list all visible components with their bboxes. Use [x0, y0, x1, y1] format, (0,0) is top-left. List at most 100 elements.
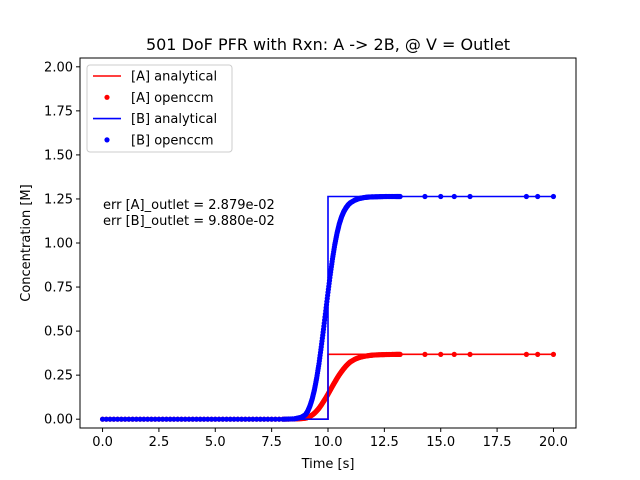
series-layer: [99, 193, 557, 422]
data-point: [186, 416, 192, 422]
data-point: [197, 416, 203, 422]
y-tick-label: 2.00: [44, 60, 73, 75]
y-tick-label: 0.00: [44, 413, 73, 428]
data-point: [523, 193, 530, 200]
x-tick-label: 10.0: [314, 435, 343, 450]
data-point: [114, 416, 121, 422]
x-tick-label: 12.5: [370, 435, 399, 450]
data-point: [422, 351, 428, 357]
data-point: [467, 351, 473, 357]
legend-item-a-analytical: [A] analytical: [93, 70, 217, 85]
x-axis-label: Time [s]: [301, 457, 355, 472]
data-point: [201, 416, 207, 422]
data-point: [397, 351, 403, 357]
series-b-openccm: [99, 193, 557, 422]
data-point: [111, 416, 117, 422]
legend: [A] analytical [A] openccm [B] analytical […: [86, 64, 233, 153]
x-axis: 0.0 2.5 5.0 7.5 10.0 12.5 15.0 17.5 20.0: [92, 428, 568, 450]
data-point: [216, 416, 222, 422]
x-tick-label: 17.5: [483, 435, 512, 450]
data-point: [182, 416, 188, 422]
data-point: [238, 416, 245, 422]
data-point: [205, 416, 211, 422]
data-point: [103, 416, 109, 422]
legend-box: [86, 64, 233, 153]
data-point: [152, 416, 158, 422]
x-tick-label: 5.0: [205, 435, 226, 450]
legend-item-a-openccm: [A] openccm: [104, 91, 214, 106]
data-point: [550, 193, 557, 200]
data-point: [257, 416, 263, 422]
data-point: [141, 416, 147, 422]
data-point: [227, 416, 233, 422]
data-point: [171, 416, 177, 422]
data-point: [438, 193, 444, 200]
data-point: [193, 416, 200, 422]
legend-label: [A] analytical: [131, 70, 217, 85]
data-point: [163, 416, 170, 422]
data-point: [235, 416, 241, 422]
data-point: [175, 416, 181, 422]
data-point: [212, 416, 218, 422]
data-point: [438, 351, 444, 357]
legend-item-b-openccm: [B] openccm: [104, 133, 214, 148]
data-point: [550, 351, 557, 357]
legend-marker-swatch: [104, 94, 110, 100]
data-point: [126, 416, 132, 422]
data-point: [148, 416, 154, 422]
x-tick-label: 0.0: [92, 435, 113, 450]
data-point: [422, 193, 428, 200]
data-point: [261, 416, 267, 422]
x-tick-label: 20.0: [539, 435, 568, 450]
data-point: [137, 416, 143, 422]
data-point: [242, 416, 248, 422]
data-point: [145, 416, 151, 422]
data-point: [220, 416, 226, 422]
legend-label: [A] openccm: [131, 91, 214, 106]
data-point: [178, 416, 185, 422]
data-point: [208, 416, 215, 422]
data-point: [272, 416, 278, 422]
data-point: [250, 416, 256, 422]
x-tick-label: 15.0: [426, 435, 455, 450]
y-tick-label: 1.50: [44, 148, 73, 163]
data-point: [451, 193, 457, 200]
x-tick-label: 7.5: [261, 435, 282, 450]
annotation-err-b: err [B]_outlet = 9.880e-02: [103, 214, 275, 229]
legend-label: [B] analytical: [131, 112, 217, 127]
x-tick-label: 2.5: [149, 435, 170, 450]
data-point: [160, 416, 166, 422]
y-axis-label: Concentration [M]: [19, 184, 34, 301]
data-point: [535, 351, 541, 357]
y-tick-label: 1.75: [44, 104, 73, 119]
legend-label: [B] openccm: [131, 133, 214, 148]
data-point: [223, 416, 230, 422]
data-point: [167, 416, 173, 422]
y-tick-label: 0.50: [44, 325, 73, 340]
data-point: [523, 351, 530, 357]
data-point: [231, 416, 237, 422]
data-point: [133, 416, 139, 422]
y-tick-label: 1.00: [44, 237, 73, 252]
data-point: [122, 416, 128, 422]
y-tick-label: 1.25: [44, 192, 73, 207]
data-point: [246, 416, 252, 422]
y-tick-label: 0.25: [44, 369, 73, 384]
data-point: [397, 193, 403, 200]
data-point: [156, 416, 162, 422]
data-point: [451, 351, 457, 357]
data-point: [467, 193, 473, 200]
data-point: [118, 416, 124, 422]
data-point: [535, 193, 541, 200]
data-point: [269, 416, 275, 422]
y-tick-label: 0.75: [44, 281, 73, 296]
y-axis: 0.00 0.25 0.50 0.75 1.00 1.25 1.50 1.75 2.00: [44, 60, 80, 428]
data-point: [276, 416, 282, 422]
legend-marker-swatch: [104, 137, 110, 143]
data-point: [99, 416, 106, 422]
data-point: [130, 416, 136, 422]
data-point: [190, 416, 196, 422]
data-point: [265, 416, 271, 422]
chart-title: 501 DoF PFR with Rxn: A -> 2B, @ V = Out…: [146, 35, 510, 54]
